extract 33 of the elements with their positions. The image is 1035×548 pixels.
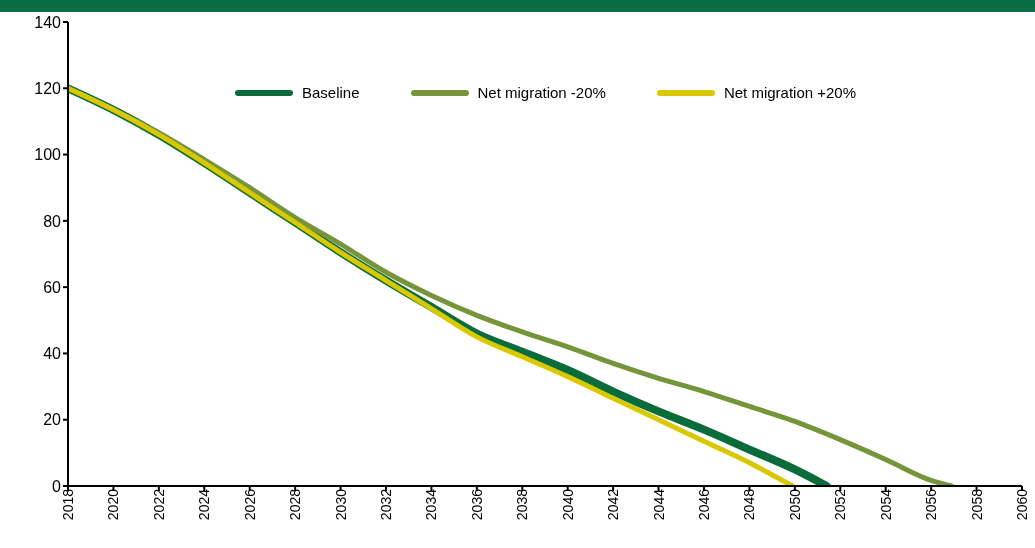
y-tick-label: 20 xyxy=(43,411,62,429)
x-tick-label: 2042 xyxy=(605,488,622,521)
y-tick-label: 120 xyxy=(34,79,62,97)
x-tick-label: 2030 xyxy=(332,488,349,521)
x-tick-label: 2050 xyxy=(786,488,803,521)
x-tick-label: 2020 xyxy=(105,488,122,521)
x-tick-label: 2024 xyxy=(196,488,213,521)
x-tick-label: 2058 xyxy=(968,488,985,521)
y-tick-label: 100 xyxy=(34,146,62,164)
x-tick-label: 2046 xyxy=(695,488,712,521)
y-tick-label: 40 xyxy=(43,345,62,363)
x-tick-label: 2052 xyxy=(832,488,849,521)
x-tick-label: 2054 xyxy=(877,488,894,521)
x-tick-label: 2028 xyxy=(287,488,304,521)
x-tick-label: 2038 xyxy=(514,488,531,521)
y-tick-label: 60 xyxy=(43,278,62,296)
x-tick-label: 2044 xyxy=(650,488,667,521)
x-tick-label: 2026 xyxy=(241,488,258,521)
y-tick-label: 80 xyxy=(43,212,62,230)
x-tick-label: 2022 xyxy=(150,488,167,521)
legend-label: Net migration -20% xyxy=(477,84,606,101)
x-tick-label: 2018 xyxy=(59,488,76,521)
legend-label: Baseline xyxy=(301,84,360,101)
x-tick-label: 2040 xyxy=(559,488,576,521)
x-tick-label: 2056 xyxy=(923,488,940,521)
legend-label: Net migration +20% xyxy=(723,84,857,101)
x-tick-label: 2036 xyxy=(468,488,485,521)
x-tick-label: 2034 xyxy=(423,488,440,521)
y-tick-label: 140 xyxy=(34,13,62,31)
x-tick-label: 2048 xyxy=(741,488,758,521)
x-tick-label: 2032 xyxy=(377,488,394,521)
x-tick-label: 2060 xyxy=(1013,488,1030,521)
y-tick-label: 0 xyxy=(52,477,62,495)
